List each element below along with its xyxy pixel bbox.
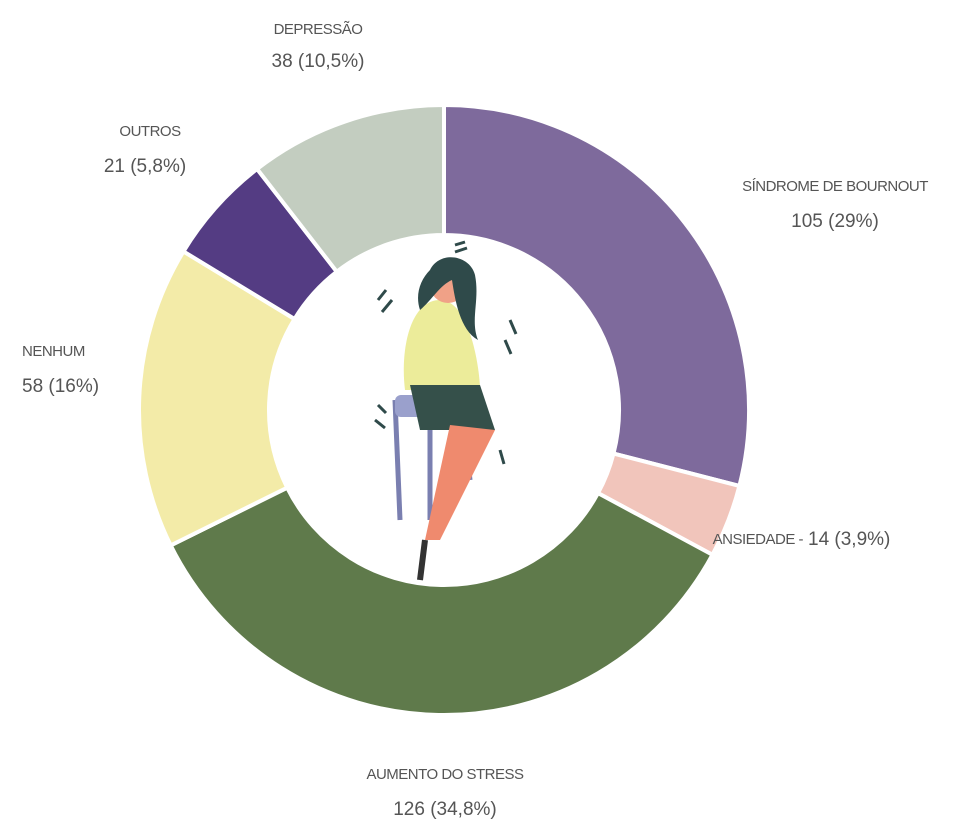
- value-label: 58 (16%): [22, 376, 99, 397]
- donut-segment: [254, 102, 446, 275]
- category-label: NENHUM: [22, 343, 85, 360]
- donut-segment: [137, 248, 298, 549]
- value-label: 126 (34,8%): [393, 799, 497, 820]
- category-label: AUMENTO DO STRESS: [366, 766, 524, 783]
- category-label: SÍNDROME DE BOURNOUT: [742, 178, 928, 195]
- value-label: 14 (3,9%): [808, 529, 890, 550]
- category-label: OUTROS: [119, 123, 181, 140]
- value-label: 105 (29%): [791, 211, 879, 232]
- value-label: 21 (5,8%): [104, 156, 186, 177]
- illustration: [374, 240, 518, 581]
- value-label: 38 (10,5%): [272, 51, 365, 72]
- donut-segment: [168, 485, 716, 717]
- category-label: ANSIEDADE -: [713, 531, 804, 548]
- category-label: DEPRESSÃO: [274, 21, 363, 38]
- donut-segment: [442, 102, 751, 489]
